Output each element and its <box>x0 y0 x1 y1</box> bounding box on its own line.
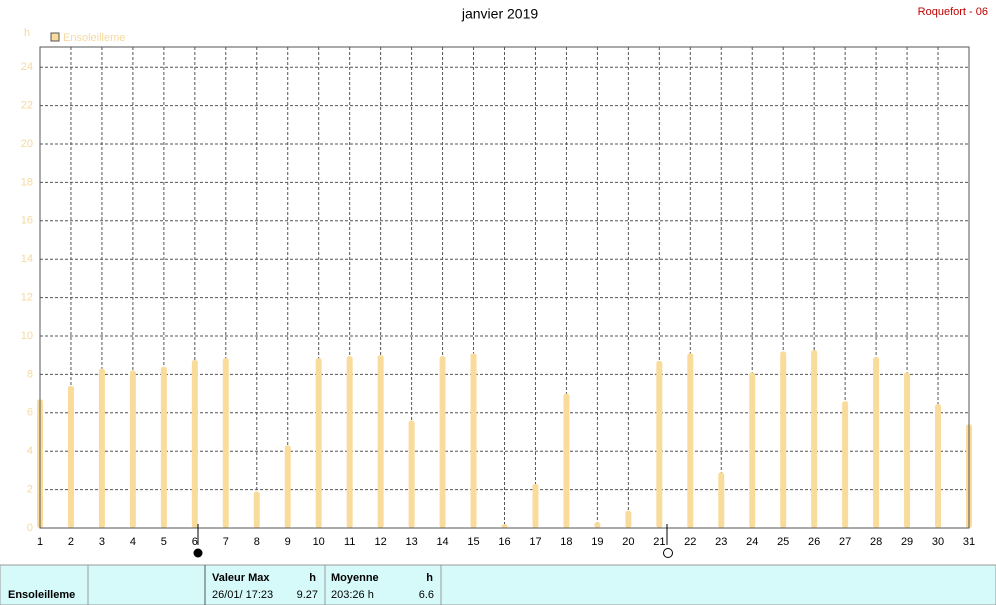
bar <box>625 510 632 528</box>
x-tick-label: 1 <box>37 536 43 548</box>
table-header: Valeur Max <box>212 572 270 584</box>
y-tick-label: 8 <box>27 368 33 380</box>
x-tick-label: 5 <box>161 536 167 548</box>
x-tick-label: 27 <box>839 536 851 548</box>
table-unit: h <box>309 572 316 584</box>
y-tick-label: 22 <box>21 100 33 112</box>
x-tick-label: 30 <box>932 536 944 548</box>
bar <box>842 401 849 528</box>
x-tick-label: 19 <box>591 536 603 548</box>
x-tick-label: 8 <box>254 536 260 548</box>
x-tick-label: 21 <box>653 536 665 548</box>
y-tick-label: 20 <box>21 138 33 150</box>
x-tick-label: 4 <box>130 536 136 548</box>
bar <box>780 351 787 528</box>
x-tick-label: 28 <box>870 536 882 548</box>
y-tick-label: 0 <box>27 522 33 534</box>
table-cell: 26/01/ 17:23 <box>212 589 273 601</box>
bar <box>222 358 229 528</box>
bar <box>160 366 167 528</box>
x-tick-label: 25 <box>777 536 789 548</box>
x-tick-label: 24 <box>746 536 758 548</box>
new-moon-icon <box>193 548 203 558</box>
x-tick-label: 20 <box>622 536 634 548</box>
plot-frame <box>39 46 970 529</box>
bar <box>67 385 74 528</box>
bar <box>687 353 694 528</box>
x-tick-label: 31 <box>963 536 975 548</box>
y-tick-label: 4 <box>27 445 33 457</box>
y-tick-label: 6 <box>27 407 33 419</box>
x-tick-label: 12 <box>375 536 387 548</box>
table-bg <box>0 564 996 605</box>
bar <box>284 445 291 528</box>
bar <box>191 360 198 528</box>
summary-table: Ensoleilleme Valeur Max h 26/01/ 17:23 9… <box>0 564 996 605</box>
bar <box>532 483 539 528</box>
x-tick-label: 26 <box>808 536 820 548</box>
x-tick-label: 2 <box>68 536 74 548</box>
y-tick-label: 16 <box>21 215 33 227</box>
x-tick-label: 29 <box>901 536 913 548</box>
bar <box>656 360 663 528</box>
station-label: Roquefort - 06 <box>918 6 988 18</box>
x-tick-label: 22 <box>684 536 696 548</box>
bar <box>98 368 105 528</box>
table-row-label: Ensoleilleme <box>8 589 75 601</box>
x-tick-label: 13 <box>405 536 417 548</box>
x-tick-label: 9 <box>285 536 291 548</box>
x-tick-label: 6 <box>192 536 198 548</box>
legend-label: Ensoleilleme <box>63 32 125 44</box>
bar <box>873 357 880 528</box>
table-cell: 6.6 <box>419 589 434 601</box>
bar <box>718 472 725 528</box>
x-tick-label: 16 <box>498 536 510 548</box>
x-tick-label: 11 <box>344 536 355 548</box>
y-tick-label: 12 <box>21 292 33 304</box>
legend-swatch <box>50 32 60 42</box>
y-axis-label: h <box>24 27 30 39</box>
bar <box>904 372 911 528</box>
x-tick-label: 23 <box>715 536 727 548</box>
y-tick-label: 14 <box>21 253 33 265</box>
x-tick-label: 10 <box>313 536 325 548</box>
x-tick-label: 17 <box>529 536 541 548</box>
bar <box>594 522 601 528</box>
bar <box>439 356 446 528</box>
bar <box>563 393 570 528</box>
x-tick-label: 7 <box>223 536 229 548</box>
bar <box>470 353 477 528</box>
bar <box>501 524 508 528</box>
bar <box>346 356 353 528</box>
bar <box>315 358 322 528</box>
x-tick-label: 3 <box>99 536 105 548</box>
bar <box>253 491 260 528</box>
bar <box>377 355 384 528</box>
bar <box>935 404 942 528</box>
full-moon-icon <box>663 548 673 558</box>
y-tick-label: 24 <box>21 61 33 73</box>
x-tick-label: 18 <box>560 536 572 548</box>
x-tick-label: 14 <box>436 536 448 548</box>
y-tick-label: 10 <box>21 330 33 342</box>
bar <box>811 350 818 528</box>
bar <box>129 370 136 528</box>
x-tick-label: 15 <box>467 536 479 548</box>
table-unit: h <box>426 572 433 584</box>
y-tick-label: 18 <box>21 176 33 188</box>
table-cell: 9.27 <box>297 589 318 601</box>
table-cell: 203:26 h <box>331 589 374 601</box>
bar <box>408 420 415 528</box>
y-tick-label: 2 <box>27 484 33 496</box>
table-header: Moyenne <box>331 572 379 584</box>
chart-title: janvier 2019 <box>461 6 538 22</box>
bar <box>749 372 756 528</box>
